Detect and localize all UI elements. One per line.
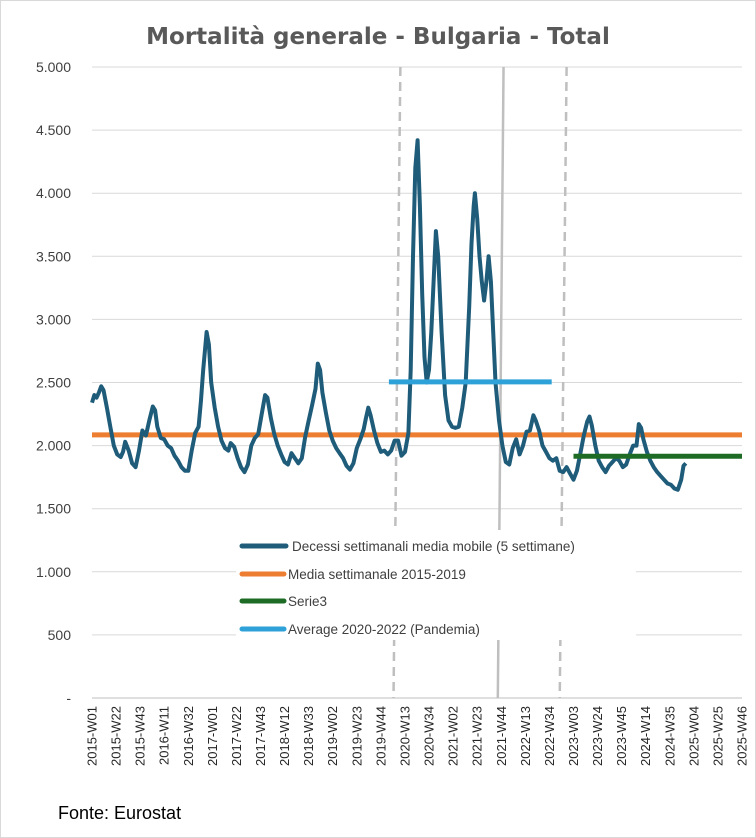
x-tick-label: 2021-W44 xyxy=(494,706,509,766)
x-tick-label: 2016-W11 xyxy=(157,706,172,765)
legend: Decessi settimanali media mobile (5 sett… xyxy=(236,530,636,640)
y-tick-label: 2.500 xyxy=(36,375,71,391)
x-tick-label: 2015-W22 xyxy=(109,706,124,766)
y-axis: - 500 1.000 1.500 2.000 2.500 3.000 3.500 4.000 4… xyxy=(36,59,71,706)
x-tick-label: 2017-W43 xyxy=(253,706,268,766)
moving-average-line xyxy=(90,138,688,492)
x-tick-label: 2025-W25 xyxy=(710,706,725,766)
legend-label: Average 2020-2022 (Pandemia) xyxy=(288,622,480,637)
y-tick-label: 3.000 xyxy=(36,311,71,327)
y-tick-label: 1.500 xyxy=(36,501,71,517)
x-tick-label: 2020-W34 xyxy=(422,706,437,766)
x-tick-label: 2017-W01 xyxy=(205,706,220,766)
series-group xyxy=(90,138,742,492)
x-tick-label: 2016-W32 xyxy=(181,706,196,766)
y-tick-label: 1.000 xyxy=(36,564,71,580)
x-tick-label: 2017-W22 xyxy=(229,706,244,766)
legend-background xyxy=(236,530,636,640)
legend-label: Decessi settimanali media mobile (5 sett… xyxy=(292,539,575,554)
y-tick-label: 3.500 xyxy=(36,248,71,264)
x-tick-label: 2023-W45 xyxy=(614,706,629,766)
x-tick-label: 2022-W13 xyxy=(518,706,533,766)
legend-label: Serie3 xyxy=(288,594,327,609)
y-tick-label: 4.500 xyxy=(36,122,71,138)
x-tick-label: 2019-W02 xyxy=(325,706,340,766)
x-tick-label: 2015-W43 xyxy=(133,706,148,766)
x-tick-label: 2024-W35 xyxy=(662,706,677,766)
legend-label: Media settimanale 2015-2019 xyxy=(288,567,466,582)
x-tick-label: 2021-W23 xyxy=(470,706,485,766)
x-tick-label: 2020-W13 xyxy=(397,706,412,766)
x-tick-label: 2024-W14 xyxy=(638,706,653,766)
x-tick-label: 2018-W12 xyxy=(277,706,292,766)
y-tick-label: 2.000 xyxy=(36,438,71,454)
x-tick-label: 2021-W02 xyxy=(446,706,461,766)
x-tick-label: 2019-W44 xyxy=(373,706,388,766)
x-tick-label: 2018-W33 xyxy=(301,706,316,766)
y-tick-label: 5.000 xyxy=(36,59,71,75)
y-tick-label: 4.000 xyxy=(36,185,71,201)
x-tick-label: 2023-W03 xyxy=(566,706,581,766)
x-tick-label: 2022-W34 xyxy=(542,706,557,766)
x-tick-label: 2025-W04 xyxy=(686,706,701,766)
chart-title: Mortalità generale - Bulgaria - Total xyxy=(146,24,610,50)
x-axis: 2015-W01 2015-W22 2015-W43 2016-W11 2016-W32… xyxy=(85,706,750,766)
y-tick-label: - xyxy=(66,690,71,706)
y-tick-label: 500 xyxy=(48,627,72,643)
source-note: Fonte: Eurostat xyxy=(58,803,181,823)
x-tick-label: 2025-W46 xyxy=(735,706,750,766)
x-tick-label: 2023-W24 xyxy=(590,706,605,766)
x-tick-label: 2015-W01 xyxy=(85,706,100,766)
x-tick-label: 2019-W23 xyxy=(349,706,364,766)
